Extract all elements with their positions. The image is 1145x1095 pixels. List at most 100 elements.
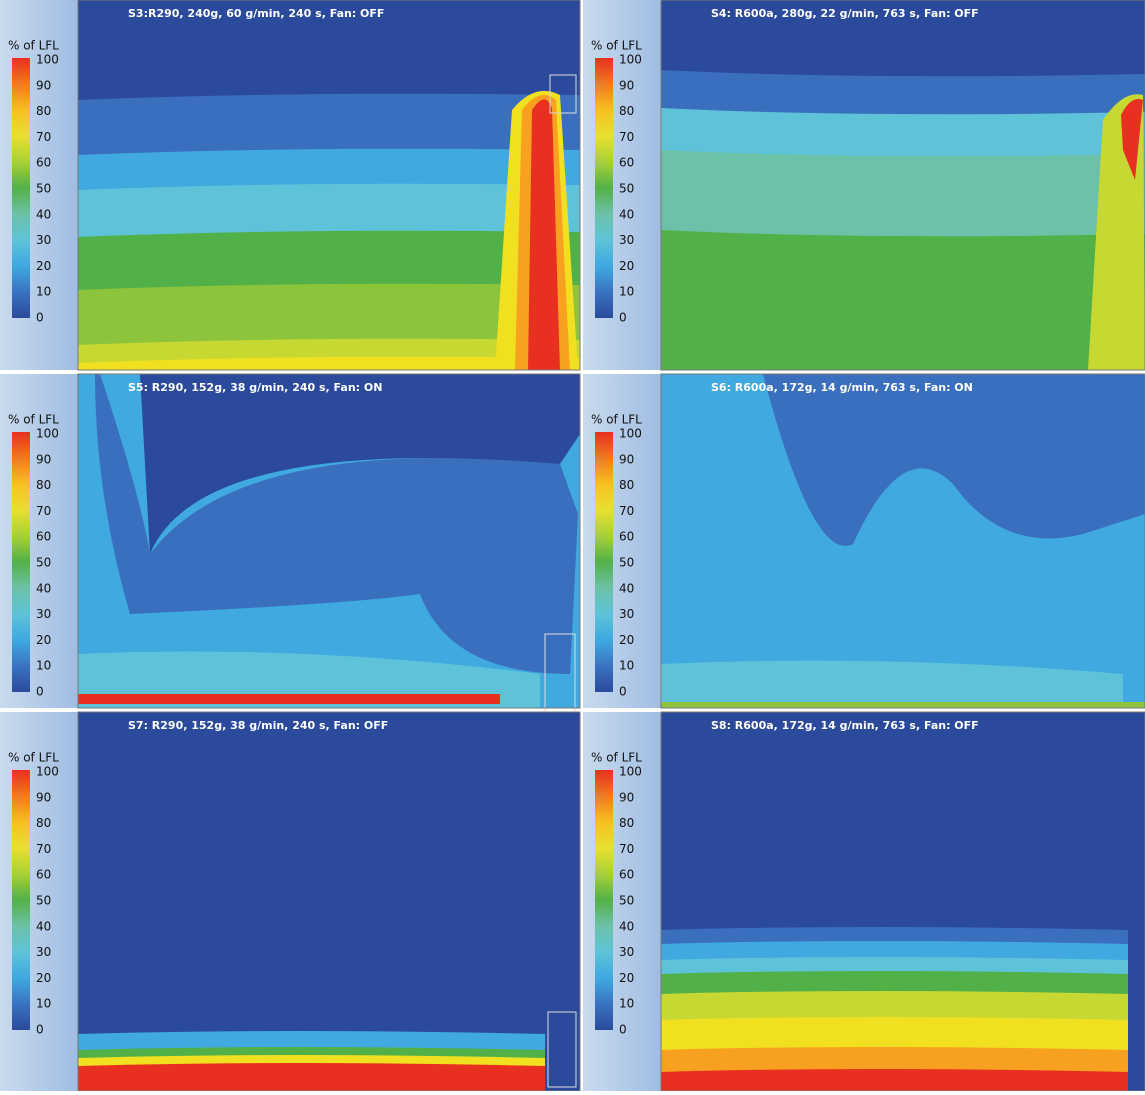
contour	[661, 1069, 1128, 1091]
legend-tick: 90	[619, 452, 634, 466]
legend-tick: 30	[619, 607, 634, 621]
legend-title: % of LFL	[591, 39, 642, 53]
legend-tick: 100	[36, 765, 59, 779]
legend-tick: 60	[36, 156, 51, 170]
legend-tick: 50	[619, 556, 634, 570]
contour	[140, 374, 580, 554]
contour	[661, 702, 1145, 708]
legend-tick: 50	[36, 894, 51, 908]
legend-tick: 30	[36, 607, 51, 621]
legend-tick: 70	[36, 130, 51, 144]
legend-tick: 70	[619, 504, 634, 518]
contour	[78, 1063, 545, 1091]
panel: S6: R600a, 172g, 14 g/min, 763 s, Fan: O…	[583, 373, 1145, 709]
panel-title: S4: R600a, 280g, 22 g/min, 763 s, Fan: O…	[711, 7, 979, 20]
legend-title: % of LFL	[8, 751, 59, 765]
contour	[661, 230, 1145, 370]
legend-tick: 90	[36, 78, 51, 92]
panel-title: S6: R600a, 172g, 14 g/min, 763 s, Fan: O…	[711, 381, 973, 394]
contour	[78, 356, 580, 370]
colorbar	[12, 432, 30, 692]
legend-tick: 40	[619, 919, 634, 933]
legend-tick: 10	[619, 997, 634, 1011]
contour	[95, 374, 578, 674]
legend-tick: 60	[36, 530, 51, 544]
legend-tick: 50	[36, 556, 51, 570]
legend-tick: 100	[619, 427, 642, 441]
legend-tick: 0	[619, 685, 627, 699]
panel: S7: R290, 152g, 38 g/min, 240 s, Fan: OF…	[0, 711, 581, 1092]
legend-tick: 90	[619, 78, 634, 92]
legend-title: % of LFL	[591, 751, 642, 765]
legend-tick: 10	[36, 997, 51, 1011]
plot-area	[0, 712, 580, 1091]
colorbar	[595, 770, 613, 1030]
panel: S5: R290, 152g, 38 g/min, 240 s, Fan: ON…	[0, 373, 581, 715]
panel: S3:R290, 240g, 60 g/min, 240 s, Fan: OFF…	[0, 0, 581, 371]
panel: S4: R600a, 280g, 22 g/min, 763 s, Fan: O…	[583, 0, 1145, 371]
legend-tick: 90	[36, 790, 51, 804]
plot-frame	[660, 0, 1145, 371]
legend-tick: 60	[619, 530, 634, 544]
panel-title: S7: R290, 152g, 38 g/min, 240 s, Fan: OF…	[128, 719, 388, 732]
contour	[763, 374, 1145, 546]
colorbar	[12, 770, 30, 1030]
legend-tick: 100	[36, 427, 59, 441]
legend-tick: 0	[36, 311, 44, 325]
contour	[661, 660, 1123, 708]
legend-tick: 60	[619, 156, 634, 170]
colorbar	[12, 58, 30, 318]
legend-tick: 90	[36, 452, 51, 466]
legend-tick: 20	[619, 971, 634, 985]
legend-tick: 80	[619, 104, 634, 118]
legend-tick: 70	[36, 504, 51, 518]
legend-title: % of LFL	[591, 413, 642, 427]
inlet	[549, 74, 577, 114]
legend-tick: 30	[619, 233, 634, 247]
legend-tick: 60	[619, 868, 634, 882]
legend-tick: 90	[619, 790, 634, 804]
plot-frame	[77, 0, 581, 371]
legend-tick: 70	[619, 842, 634, 856]
colorbar	[595, 58, 613, 318]
legend-tick: 0	[619, 311, 627, 325]
legend-tick: 70	[36, 842, 51, 856]
legend-tick: 20	[36, 971, 51, 985]
plume	[528, 99, 560, 370]
legend-tick: 50	[36, 182, 51, 196]
legend-tick: 20	[619, 259, 634, 273]
legend-tick: 100	[619, 53, 642, 67]
legend-tick: 80	[619, 478, 634, 492]
plume	[1121, 99, 1143, 180]
legend-tick: 10	[619, 285, 634, 299]
plot-frame	[660, 373, 1145, 709]
legend-tick: 30	[36, 945, 51, 959]
legend-tick: 60	[36, 868, 51, 882]
legend-tick: 10	[36, 659, 51, 673]
legend-tick: 40	[619, 581, 634, 595]
legend-title: % of LFL	[8, 413, 59, 427]
legend-tick: 20	[619, 633, 634, 647]
legend-tick: 40	[36, 919, 51, 933]
legend-tick: 40	[619, 207, 634, 221]
panel-title: S5: R290, 152g, 38 g/min, 240 s, Fan: ON	[128, 381, 382, 394]
legend-tick: 100	[619, 765, 642, 779]
legend-tick: 80	[619, 816, 634, 830]
legend-tick: 10	[36, 285, 51, 299]
legend-tick: 80	[36, 816, 51, 830]
legend-tick: 70	[619, 130, 634, 144]
legend-tick: 100	[36, 53, 59, 67]
contour	[78, 694, 500, 704]
colorbar	[595, 432, 613, 692]
plot-frame	[77, 373, 581, 709]
legend-title: % of LFL	[8, 39, 59, 53]
legend-tick: 30	[619, 945, 634, 959]
inlet	[547, 1011, 577, 1088]
legend-tick: 0	[619, 1023, 627, 1037]
legend-tick: 40	[36, 581, 51, 595]
panel-title: S3:R290, 240g, 60 g/min, 240 s, Fan: OFF	[128, 7, 384, 20]
panel-title: S8: R600a, 172g, 14 g/min, 763 s, Fan: O…	[711, 719, 979, 732]
legend-tick: 80	[36, 478, 51, 492]
legend-tick: 30	[36, 233, 51, 247]
legend-tick: 20	[36, 259, 51, 273]
